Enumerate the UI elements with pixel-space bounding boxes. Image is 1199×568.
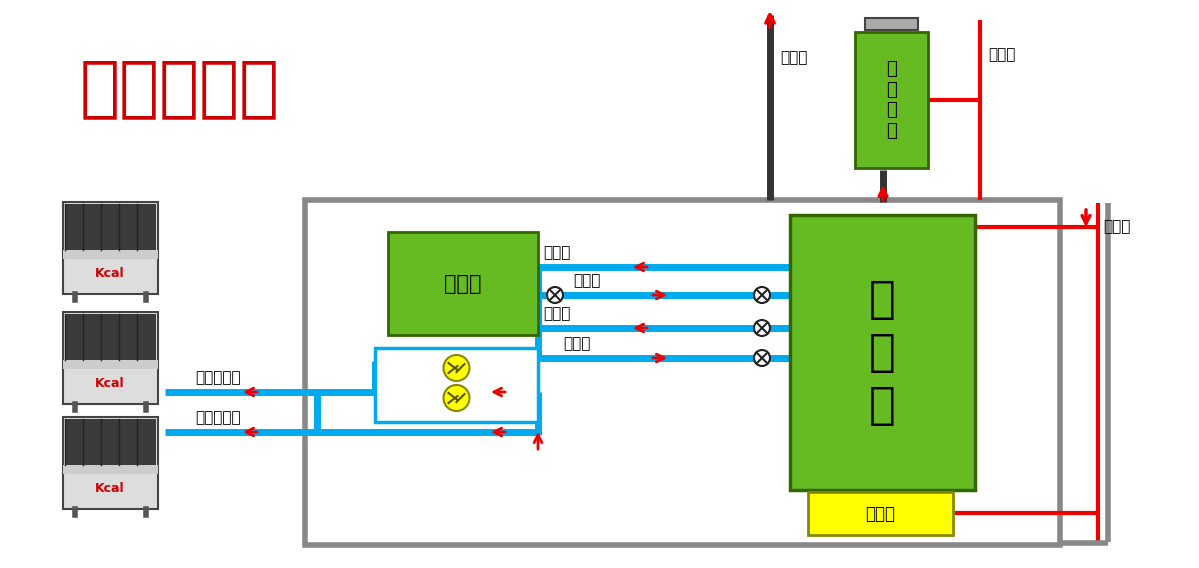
Text: 回温管: 回温管: [564, 336, 590, 352]
Text: 原油出: 原油出: [781, 51, 807, 65]
Text: Kcal: Kcal: [95, 268, 125, 280]
Bar: [305, 200, 1060, 545]
Circle shape: [547, 287, 564, 303]
Circle shape: [754, 287, 770, 303]
Bar: [62, 202, 157, 294]
Text: 暖气回水管: 暖气回水管: [195, 370, 241, 386]
Text: 补液管: 补液管: [573, 274, 601, 289]
Bar: [864, 18, 918, 30]
Circle shape: [444, 355, 470, 381]
Bar: [65, 419, 156, 465]
Bar: [65, 314, 156, 360]
Text: Kcal: Kcal: [95, 377, 125, 390]
Text: 溢流管: 溢流管: [543, 245, 571, 261]
Text: Kcal: Kcal: [95, 482, 125, 495]
Text: 燃烧器: 燃烧器: [866, 504, 896, 523]
Bar: [808, 492, 953, 535]
Text: 油
气
分
离: 油 气 分 离: [886, 60, 897, 140]
Bar: [375, 348, 538, 422]
Text: 改造平面图: 改造平面图: [80, 55, 281, 121]
Bar: [388, 232, 538, 335]
Bar: [790, 215, 975, 490]
Circle shape: [444, 385, 470, 411]
Bar: [62, 465, 157, 474]
Text: 膨胀箱: 膨胀箱: [445, 274, 482, 294]
Text: 暖气供温管: 暖气供温管: [195, 411, 241, 425]
Circle shape: [754, 350, 770, 366]
Bar: [62, 250, 157, 259]
Bar: [62, 312, 157, 404]
Bar: [62, 417, 157, 509]
Text: 原油入: 原油入: [988, 48, 1016, 62]
Bar: [855, 32, 928, 168]
Text: 供温管: 供温管: [543, 307, 571, 321]
Bar: [65, 204, 156, 250]
Text: 水
套
炉: 水 套 炉: [869, 278, 896, 427]
Text: 伴生气: 伴生气: [1103, 219, 1131, 235]
Bar: [62, 360, 157, 369]
Circle shape: [754, 320, 770, 336]
